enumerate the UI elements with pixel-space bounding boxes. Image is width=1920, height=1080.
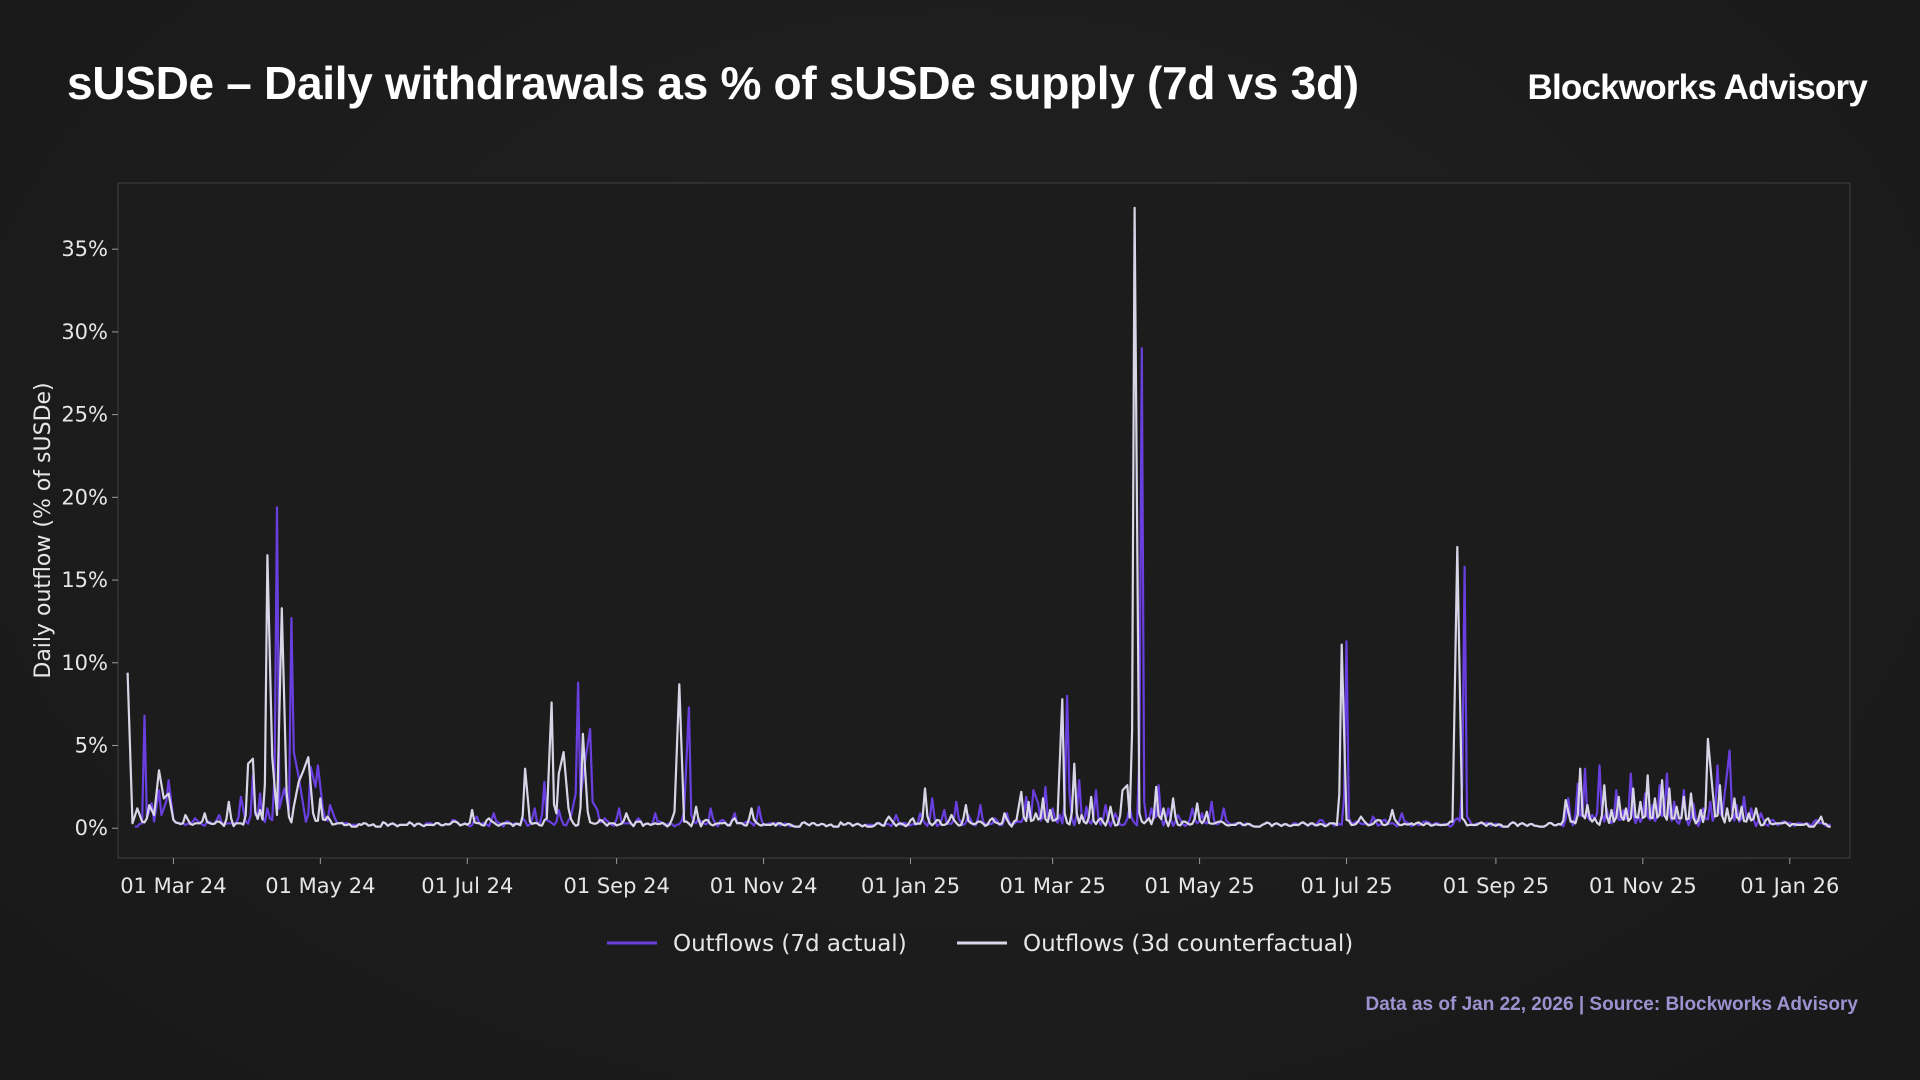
x-tick-label: 01 Nov 25 xyxy=(1589,874,1697,898)
y-tick-label: 25% xyxy=(61,403,108,427)
legend-item-3d-counterfactual: Outflows (3d counterfactual) xyxy=(957,931,1353,957)
x-tick-label: 01 Jan 26 xyxy=(1740,874,1839,898)
y-tick-label: 10% xyxy=(61,651,108,675)
y-tick-label: 5% xyxy=(75,734,108,758)
x-tick-label: 01 Jan 25 xyxy=(861,874,960,898)
x-tick-label: 01 Sep 24 xyxy=(563,874,669,898)
y-axis-label: Daily outflow (% of sUSDe) xyxy=(31,382,56,678)
legend-label: Outflows (7d actual) xyxy=(673,931,907,957)
series-line-3d-counterfactual xyxy=(126,206,1831,828)
legend-label: Outflows (3d counterfactual) xyxy=(1023,931,1353,957)
y-tick-label: 20% xyxy=(61,485,108,509)
x-axis: 01 Mar 24 01 May 24 01 Jul 24 01 Sep 24 01 N… xyxy=(120,858,1839,898)
x-tick-label: 01 Mar 24 xyxy=(120,874,226,898)
legend-item-7d-actual: Outflows (7d actual) xyxy=(607,931,907,957)
x-tick-label: 01 Jul 24 xyxy=(421,874,513,898)
x-tick-label: 01 May 24 xyxy=(265,874,375,898)
x-tick-label: 01 May 25 xyxy=(1144,874,1254,898)
y-tick-label: 35% xyxy=(61,237,108,261)
y-tick-label: 15% xyxy=(61,568,108,592)
brand-logo-text: Blockworks Advisory xyxy=(1527,68,1868,107)
source-note: Data as of Jan 22, 2026 | Source: Blockw… xyxy=(1365,994,1859,1015)
chart-title: sUSDe – Daily withdrawals as % of sUSDe … xyxy=(67,57,1359,109)
x-tick-label: 01 Jul 25 xyxy=(1300,874,1392,898)
y-axis: 0% 5% 10% 15% 20% 25% 30% 35% xyxy=(61,237,118,840)
plot-area xyxy=(117,182,1851,859)
series-layer xyxy=(126,206,1831,828)
y-tick-label: 0% xyxy=(75,816,108,840)
y-tick-label: 30% xyxy=(61,320,108,344)
x-tick-label: 01 Nov 24 xyxy=(710,874,818,898)
x-tick-label: 01 Sep 25 xyxy=(1443,874,1549,898)
legend: Outflows (7d actual) Outflows (3d counter… xyxy=(607,931,1353,957)
x-tick-label: 01 Mar 25 xyxy=(999,874,1105,898)
